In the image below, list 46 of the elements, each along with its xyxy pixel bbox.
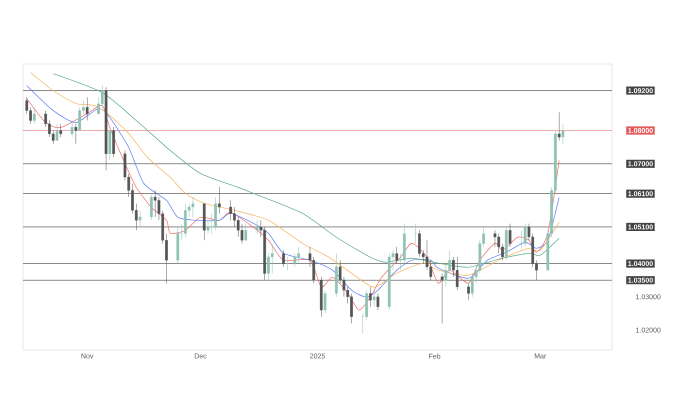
candlestick xyxy=(154,190,157,218)
candlestick xyxy=(440,273,444,324)
candlestick xyxy=(395,246,398,264)
candlestick xyxy=(112,126,115,158)
candlestick xyxy=(192,196,194,218)
candlestick xyxy=(218,186,221,214)
candlestick xyxy=(376,293,380,310)
candlestick xyxy=(86,97,89,121)
candlestick xyxy=(229,200,232,221)
candlestick xyxy=(470,273,474,298)
candlestick xyxy=(150,193,153,221)
candlestick xyxy=(56,124,58,141)
candlestick xyxy=(233,206,236,228)
candlestick xyxy=(297,246,300,264)
candlestick xyxy=(138,210,142,228)
candlestick xyxy=(558,112,561,141)
candlestick xyxy=(59,124,62,138)
candlestick xyxy=(206,220,210,234)
candlestick xyxy=(108,130,112,161)
candlestick xyxy=(508,223,512,248)
candlestick xyxy=(244,223,248,241)
candlestick xyxy=(324,290,326,314)
candlestick xyxy=(369,286,372,308)
candlestick xyxy=(214,196,217,231)
candlestick xyxy=(372,290,376,308)
candlestick xyxy=(293,253,296,268)
candlestick xyxy=(494,230,496,248)
candlestick xyxy=(524,223,527,248)
candlestick xyxy=(350,293,353,324)
candlestick xyxy=(562,124,564,144)
candlestick xyxy=(282,250,285,268)
candlestick xyxy=(270,243,274,274)
candlestick xyxy=(256,220,258,234)
candlestick xyxy=(70,120,74,138)
candlestick xyxy=(467,283,470,300)
candlestick xyxy=(456,256,459,290)
candlestick xyxy=(267,253,270,280)
candlestick xyxy=(286,256,289,270)
candlestick xyxy=(418,230,421,258)
candlestick xyxy=(32,106,36,124)
candlestick xyxy=(240,223,244,244)
candlestick xyxy=(74,124,78,144)
candlestick xyxy=(184,203,187,238)
candlestick xyxy=(78,106,81,131)
candlestick xyxy=(365,290,368,320)
candlestick xyxy=(444,263,448,288)
